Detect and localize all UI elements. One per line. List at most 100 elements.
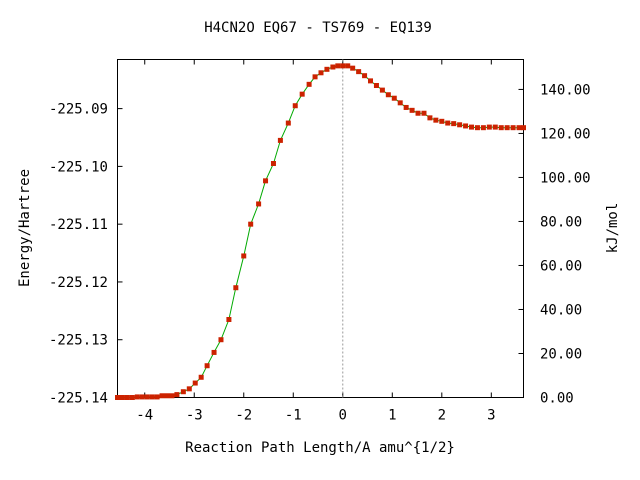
data-point [492,124,498,130]
x-tick-label: 3 [487,408,495,424]
data-point [241,253,247,259]
data-point [186,386,192,392]
data-point [129,395,135,400]
data-point [368,78,374,84]
data-point [335,63,341,69]
y-tick-label: -225.09 [49,102,108,118]
data-point [340,63,346,69]
data-point [124,395,130,400]
data-point [256,201,262,207]
x-tick-label: 1 [388,408,396,424]
data-point [154,394,160,400]
data-point [486,124,492,130]
data-point [226,317,232,322]
data-point [277,137,283,143]
data-point [480,125,486,131]
data-point [159,393,165,399]
data-point [427,115,433,121]
data-point [521,125,526,131]
x-axis-ticks: -4 -3 -2 -1 0 1 2 3 [136,59,496,424]
data-point [292,103,298,109]
data-point [312,74,318,80]
x-tick-label: 2 [438,408,446,424]
data-point [218,337,224,343]
y2-tick-label: 140.00 [540,82,591,98]
data-point [211,349,217,355]
data-point [510,125,516,131]
y-tick-label: -225.12 [49,275,108,291]
series-line [117,65,524,398]
y-tick-label: -225.11 [49,217,108,233]
data-points [115,63,526,400]
data-point [421,110,427,116]
y2-tick-label: 0.00 [540,391,574,407]
data-point [169,393,175,399]
data-point [115,395,120,400]
y2-tick-label: 40.00 [540,302,582,318]
y-axis-ticks: -225.09 -225.10 -225.11 -225.12 -225.13 -225.… [49,102,123,407]
data-point [385,92,391,98]
data-point [373,83,379,88]
data-point [415,110,421,116]
y2-tick-label: 100.00 [540,170,591,186]
data-point [285,120,291,126]
data-point [330,64,336,70]
data-point [391,95,397,101]
data-point [198,374,204,380]
data-point [379,87,385,93]
x-tick-label: -4 [136,408,153,424]
data-point [204,363,210,369]
data-point [397,100,403,106]
data-point [180,389,186,395]
y2-tick-label: 80.00 [540,214,582,230]
data-point [516,125,522,131]
data-point [463,123,469,129]
y-tick-label: -225.13 [49,333,108,349]
data-point [345,63,351,69]
y2-axis-ticks: 140.00 120.00 100.00 80.00 60.00 40.00 20.00 0.… [518,82,591,407]
data-point [433,117,439,123]
x-tick-label: -2 [235,408,252,424]
data-point [233,285,239,291]
data-point [356,69,362,75]
data-point [270,161,276,166]
data-point [164,393,170,399]
data-point [248,221,254,227]
x-tick-label: -3 [186,408,203,424]
data-point [192,380,198,386]
data-point [409,107,415,113]
data-point [134,394,140,400]
x-tick-label: -1 [285,408,302,424]
data-point [263,178,269,184]
y2-tick-label: 60.00 [540,258,582,274]
y-axis-label: Energy/Hartree [17,169,33,287]
data-point [318,70,324,76]
x-axis-label: Reaction Path Length/A amu^{1/2} [185,440,455,456]
data-point [139,394,145,400]
data-point [324,66,330,72]
data-point [362,73,368,79]
y2-tick-label: 120.00 [540,126,591,142]
chart-title: H4CN2O EQ67 - TS769 - EQ139 [204,20,432,36]
data-point [403,104,409,110]
data-point [119,395,125,400]
data-point [498,125,504,131]
data-point [504,125,510,131]
data-point [445,120,451,126]
data-point [306,81,312,87]
y2-axis-label: kJ/mol [605,203,621,254]
plot-frame [117,59,524,398]
y-tick-label: -225.14 [49,391,108,407]
data-point [457,122,463,128]
x-tick-label: 0 [339,408,347,424]
data-point [469,124,475,130]
data-point [174,392,180,398]
data-point [474,125,480,131]
data-point [350,65,356,71]
data-point [439,118,445,124]
data-point [299,91,305,97]
y2-tick-label: 20.00 [540,346,582,362]
data-point [144,394,150,400]
data-point [149,394,155,400]
